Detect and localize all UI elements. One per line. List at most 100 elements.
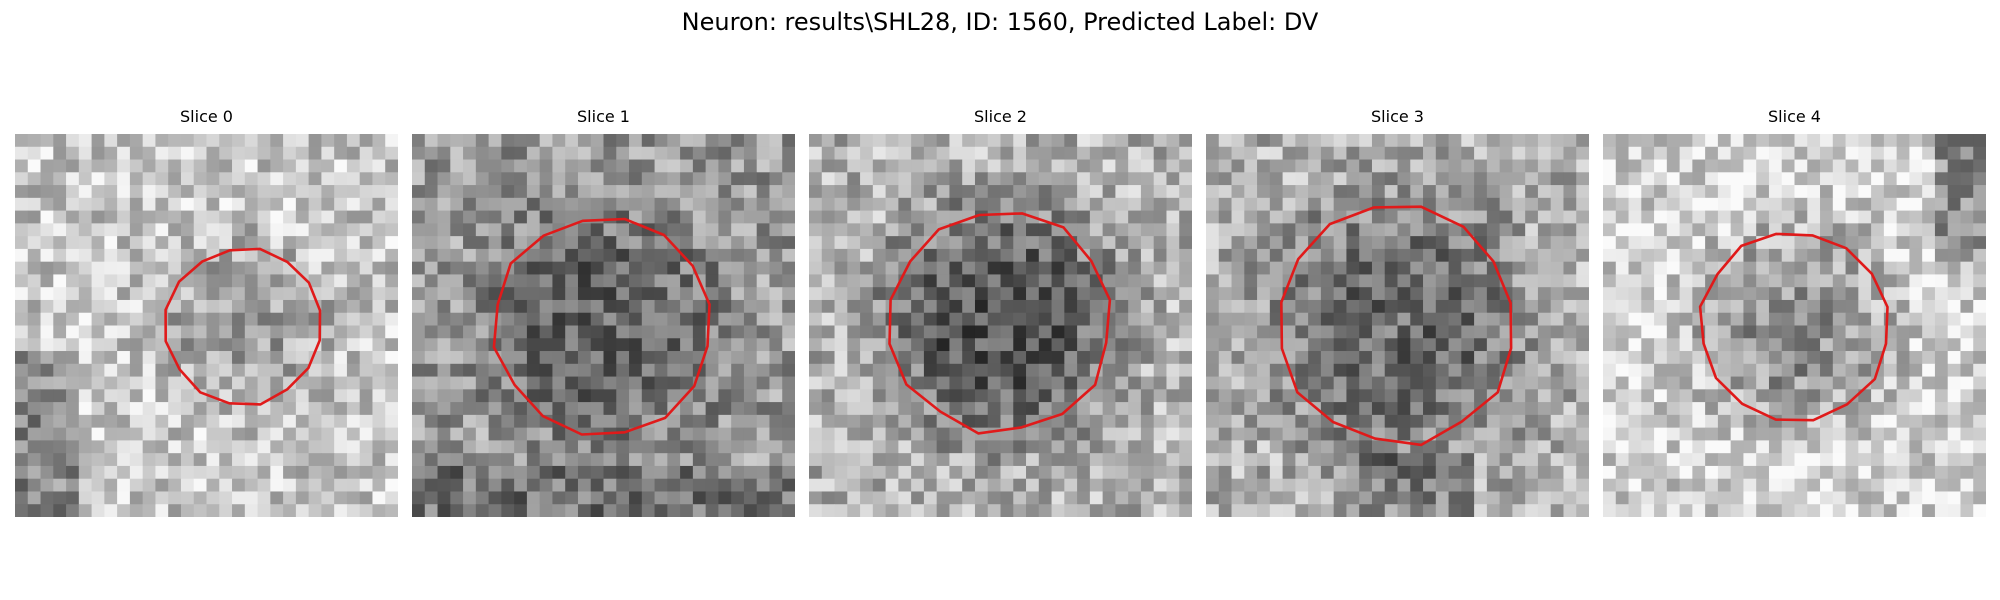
pixel bbox=[1960, 325, 1974, 339]
pixel bbox=[91, 376, 105, 390]
pixel bbox=[1692, 491, 1706, 505]
pixel bbox=[257, 465, 271, 480]
pixel bbox=[168, 478, 182, 492]
pixel bbox=[1628, 338, 1642, 352]
pixel bbox=[346, 414, 361, 429]
pixel bbox=[1384, 453, 1398, 467]
pixel bbox=[91, 172, 105, 186]
pixel bbox=[244, 325, 258, 339]
pixel bbox=[66, 414, 80, 429]
pixel bbox=[629, 146, 643, 160]
pixel bbox=[1525, 427, 1539, 441]
pixel bbox=[1282, 338, 1296, 352]
pixel bbox=[1410, 287, 1424, 301]
pixel bbox=[308, 504, 322, 517]
pixel bbox=[412, 299, 426, 314]
pixel bbox=[821, 414, 835, 429]
pixel bbox=[1128, 427, 1142, 441]
pixel bbox=[1922, 338, 1936, 352]
pixel bbox=[1654, 197, 1668, 211]
pixel bbox=[1486, 210, 1501, 224]
pixel bbox=[1244, 312, 1258, 326]
pixel bbox=[104, 210, 118, 224]
pixel bbox=[923, 185, 938, 199]
pixel bbox=[283, 146, 297, 160]
pixel bbox=[1244, 134, 1258, 148]
pixel bbox=[142, 197, 156, 211]
pixel bbox=[1845, 134, 1859, 148]
pixel bbox=[463, 287, 477, 301]
pixel bbox=[1896, 465, 1910, 480]
pixel bbox=[911, 134, 925, 148]
pixel bbox=[1947, 146, 1961, 160]
pixel bbox=[372, 440, 386, 454]
pixel bbox=[104, 223, 118, 237]
pixel bbox=[1717, 312, 1732, 326]
pixel bbox=[731, 236, 745, 250]
pixel bbox=[1153, 351, 1167, 365]
pixel bbox=[1179, 248, 1192, 263]
pixel bbox=[923, 299, 938, 314]
pixel bbox=[1346, 159, 1360, 173]
pixel bbox=[334, 210, 348, 224]
pixel bbox=[821, 287, 835, 301]
pixel bbox=[1397, 223, 1411, 237]
pixel bbox=[257, 351, 271, 365]
pixel bbox=[1730, 210, 1744, 224]
pixel bbox=[15, 414, 29, 429]
pixel bbox=[1384, 338, 1398, 352]
pixel bbox=[1922, 287, 1936, 301]
pixel bbox=[1705, 440, 1719, 454]
pixel bbox=[437, 223, 451, 237]
pixel bbox=[743, 351, 758, 365]
pixel bbox=[1257, 338, 1271, 352]
pixel bbox=[949, 146, 963, 160]
pixel bbox=[1244, 363, 1258, 377]
pixel bbox=[66, 159, 80, 173]
pixel bbox=[1038, 491, 1052, 505]
pixel bbox=[142, 223, 156, 237]
pixel bbox=[78, 465, 92, 480]
pixel bbox=[526, 159, 541, 173]
pixel bbox=[1896, 351, 1910, 365]
pixel bbox=[78, 453, 92, 467]
pixel bbox=[1320, 287, 1335, 301]
pixel bbox=[1781, 351, 1795, 365]
pixel bbox=[1423, 478, 1437, 492]
pixel bbox=[463, 376, 477, 390]
pixel bbox=[1320, 185, 1335, 199]
pixel bbox=[463, 414, 477, 429]
pixel bbox=[193, 210, 207, 224]
pixel bbox=[257, 223, 271, 237]
pixel bbox=[1423, 504, 1437, 517]
pixel bbox=[437, 465, 451, 480]
pixel bbox=[526, 261, 541, 275]
pixel bbox=[117, 465, 131, 480]
pixel bbox=[1128, 210, 1142, 224]
pixel bbox=[654, 159, 668, 173]
pixel bbox=[219, 197, 233, 211]
pixel bbox=[1896, 185, 1910, 199]
pixel bbox=[705, 159, 719, 173]
pixel bbox=[78, 274, 92, 288]
pixel bbox=[1960, 389, 1974, 403]
pixel bbox=[603, 134, 617, 148]
pixel bbox=[180, 172, 195, 186]
pixel bbox=[1140, 223, 1155, 237]
pixel bbox=[1743, 172, 1757, 186]
pixel bbox=[923, 351, 938, 365]
pixel bbox=[334, 172, 348, 186]
pixel bbox=[1807, 299, 1821, 314]
pixel bbox=[1089, 197, 1104, 211]
pixel bbox=[1077, 351, 1091, 365]
pixel bbox=[1922, 389, 1936, 403]
pixel bbox=[539, 325, 553, 339]
pixel bbox=[1269, 312, 1283, 326]
pixel bbox=[1218, 389, 1232, 403]
pixel bbox=[539, 402, 553, 416]
pixel bbox=[372, 478, 386, 492]
pixel bbox=[1448, 504, 1462, 517]
pixel bbox=[501, 504, 515, 517]
pixel bbox=[463, 465, 477, 480]
pixel bbox=[590, 185, 604, 199]
